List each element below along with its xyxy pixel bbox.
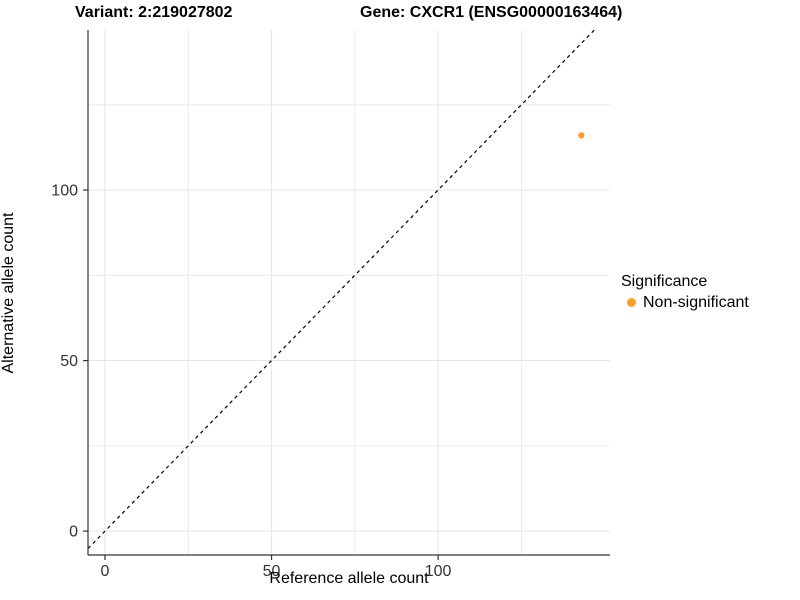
non-significant-point-icon xyxy=(627,298,636,307)
variant-title: Variant: 2:219027802 xyxy=(75,4,233,21)
legend-item-non-significant: Non-significant xyxy=(621,293,749,312)
y-tick-label: 50 xyxy=(60,353,78,370)
legend: Significance Non-significant xyxy=(621,272,749,312)
x-tick-label: 0 xyxy=(101,563,110,580)
data-point xyxy=(578,132,585,139)
x-tick-label: 100 xyxy=(425,563,452,580)
y-axis-title: Alternative allele count xyxy=(0,212,17,374)
gene-title: Gene: CXCR1 (ENSG00000163464) xyxy=(360,4,623,21)
legend-title: Significance xyxy=(621,273,708,290)
y-tick-label: 0 xyxy=(69,524,78,541)
legend-item-label: Non-significant xyxy=(643,294,749,311)
x-tick-label: 50 xyxy=(263,563,281,580)
identity-dashed-line xyxy=(87,29,595,549)
x-axis-title: Reference allele count xyxy=(269,570,429,587)
y-tick-label: 100 xyxy=(51,182,78,199)
